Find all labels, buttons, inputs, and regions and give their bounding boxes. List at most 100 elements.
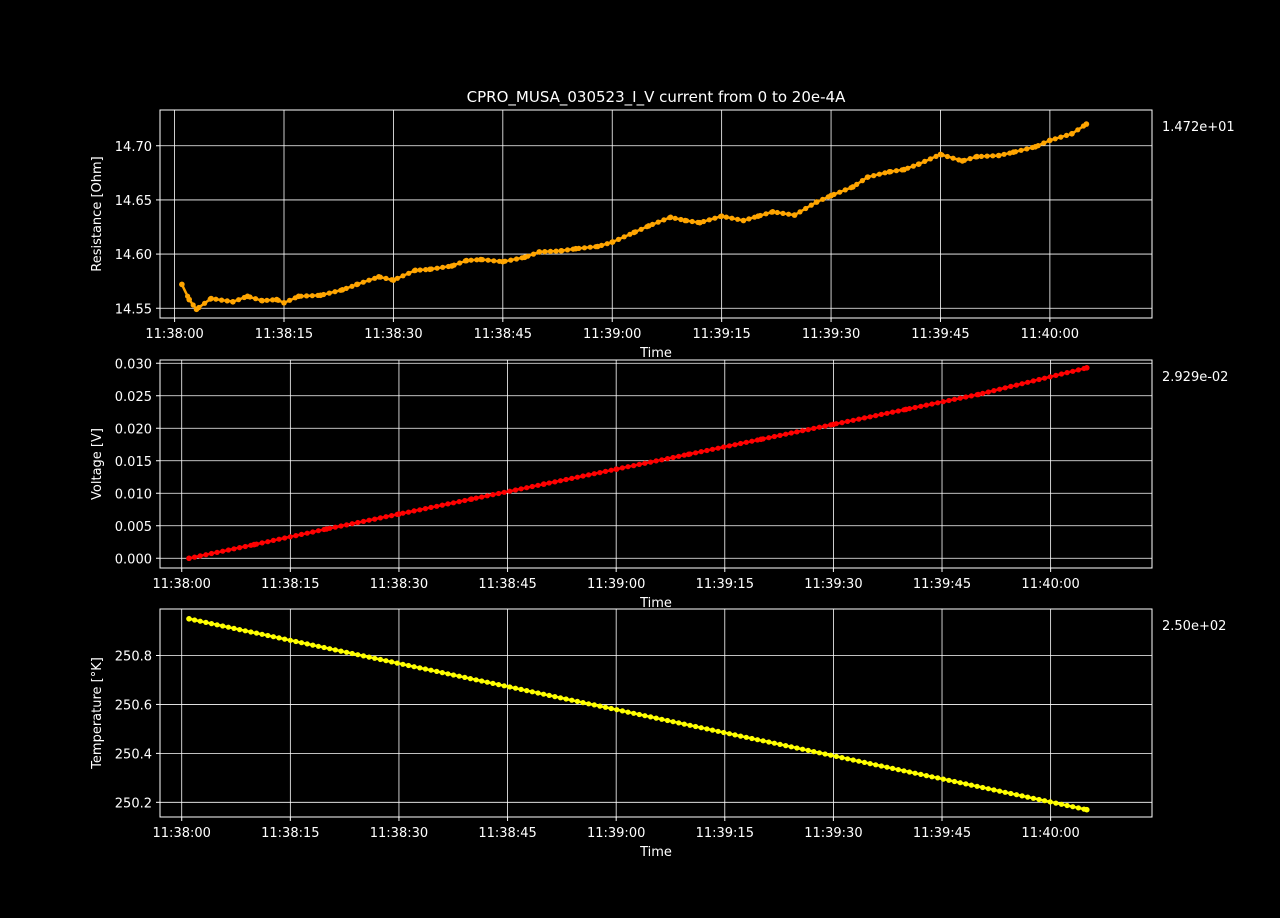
data-point — [490, 492, 496, 498]
data-point — [496, 682, 502, 688]
data-point — [864, 174, 871, 180]
data-point — [1070, 804, 1076, 810]
data-point — [270, 537, 276, 544]
data-point — [901, 166, 907, 173]
panel-2: 11:38:00 11:38:15 11:38:30 11:38:45 11:39:00… — [90, 357, 1228, 611]
data-point — [822, 751, 828, 757]
data-point — [974, 153, 980, 160]
data-point — [270, 297, 276, 303]
data-point — [890, 765, 896, 772]
data-point — [1058, 371, 1065, 377]
data-point — [712, 215, 718, 221]
data-point — [648, 714, 654, 720]
data-point — [631, 463, 637, 469]
data-point — [396, 511, 402, 517]
data-point — [1058, 801, 1065, 807]
x-tick-label: 11:38:45 — [474, 327, 532, 342]
data-point — [1083, 121, 1090, 127]
data-point — [636, 711, 642, 718]
data-point — [1075, 367, 1081, 373]
x-tick-label: 11:39:00 — [583, 327, 641, 342]
data-point — [766, 435, 772, 441]
data-point — [842, 187, 848, 193]
x-tick-label: 11:40:00 — [1021, 327, 1079, 342]
data-point — [529, 689, 535, 695]
data-point — [940, 399, 946, 405]
data-point — [192, 554, 198, 560]
data-point — [738, 440, 744, 447]
data-point — [771, 433, 778, 440]
data-point — [850, 184, 856, 190]
data-point — [788, 430, 794, 436]
data-point — [1047, 137, 1053, 144]
data-point — [901, 768, 907, 774]
data-point — [1075, 805, 1081, 811]
data-point — [996, 152, 1002, 159]
data-point — [231, 625, 237, 632]
data-point — [332, 647, 338, 653]
data-point — [473, 677, 479, 683]
data-point — [813, 199, 820, 205]
data-point — [715, 728, 721, 734]
data-point — [580, 473, 586, 479]
y-tick-label: 250.8 — [115, 649, 152, 664]
data-point — [190, 302, 196, 308]
data-point — [463, 257, 470, 264]
x-axis-label: Time — [639, 346, 672, 361]
data-point — [1036, 796, 1042, 803]
data-point — [619, 465, 626, 471]
data-point — [366, 654, 372, 660]
data-point — [417, 665, 423, 671]
data-point — [974, 783, 980, 789]
data-point — [293, 533, 299, 539]
data-point — [259, 631, 265, 637]
y-tick-label: 0.015 — [115, 455, 152, 470]
y-tick-label: 0.030 — [115, 357, 152, 372]
data-point — [873, 413, 879, 419]
data-point — [933, 153, 939, 159]
data-point — [468, 257, 474, 263]
data-point — [1084, 806, 1090, 813]
data-point — [820, 196, 826, 202]
data-point — [895, 767, 901, 773]
data-point — [507, 684, 513, 690]
data-point — [915, 161, 922, 167]
data-point — [507, 488, 513, 494]
data-point — [349, 650, 355, 657]
data-point — [777, 741, 783, 748]
data-point — [1024, 146, 1030, 152]
data-point — [434, 668, 440, 675]
data-point — [237, 545, 243, 551]
data-point — [642, 713, 648, 719]
data-point — [501, 489, 507, 495]
data-point — [366, 517, 372, 523]
data-point — [957, 780, 963, 786]
data-point — [282, 535, 288, 541]
data-point — [242, 543, 248, 550]
data-point — [743, 734, 749, 740]
data-point — [980, 390, 986, 396]
y-tick-label: 0.000 — [115, 552, 152, 567]
data-point — [738, 733, 744, 739]
data-point — [372, 655, 378, 661]
data-point — [670, 719, 676, 725]
data-point — [450, 672, 457, 678]
data-point — [327, 646, 333, 652]
data-point — [811, 749, 817, 755]
data-point — [718, 213, 725, 219]
data-point — [693, 723, 699, 730]
data-point — [975, 391, 981, 398]
data-point — [439, 502, 445, 508]
data-point — [661, 217, 667, 223]
y-tick-label: 0.010 — [115, 487, 152, 502]
data-point — [642, 460, 648, 466]
data-point — [479, 678, 485, 684]
data-point — [681, 452, 687, 458]
data-point — [774, 209, 780, 216]
data-point — [339, 287, 346, 293]
data-point — [355, 652, 361, 658]
data-point — [1001, 151, 1007, 157]
axes-frame — [159, 359, 1153, 569]
data-point — [580, 700, 586, 706]
data-point — [377, 656, 383, 663]
